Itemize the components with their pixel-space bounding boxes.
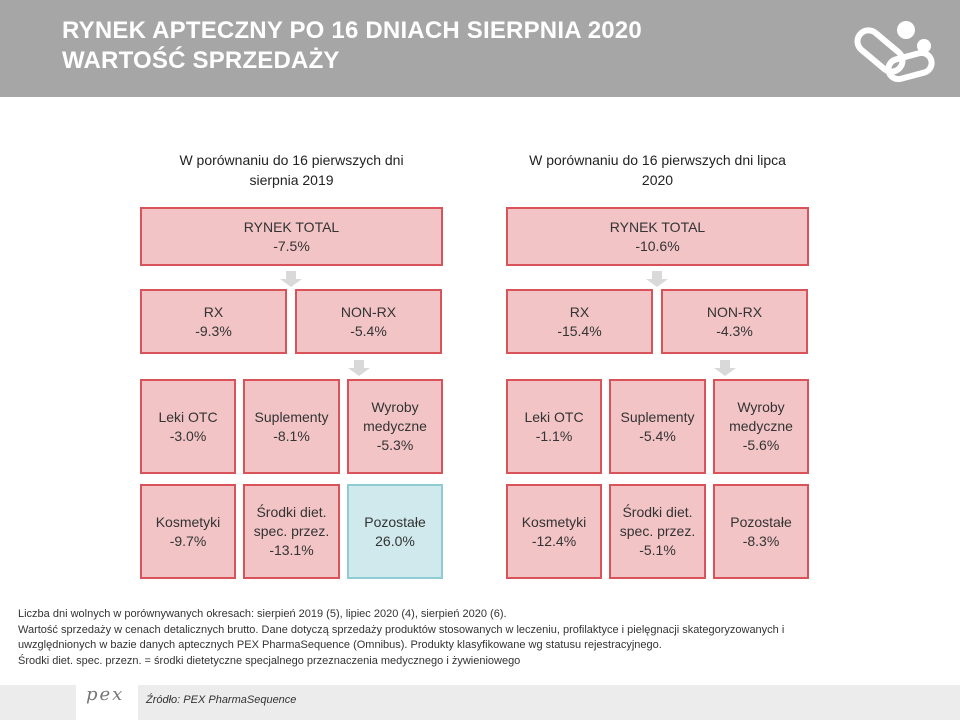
note-methodology-2: uwzględnionych w bazie danych aptecznych… [18, 639, 662, 651]
left-panel-title: W porównaniu do 16 pierwszych dni sierpn… [179, 152, 404, 188]
left-leki-otc-box: Leki OTC -3.0% [140, 379, 236, 474]
right-nonrx-box: NON-RX -4.3% [661, 289, 808, 354]
footer-logo-area [76, 685, 138, 720]
left-srodki-diet-box: Środki diet. spec. przez. -13.1% [243, 484, 340, 579]
left-suplementy-box: Suplementy -8.1% [243, 379, 340, 474]
right-srodki-diet-box: Środki diet. spec. przez. -5.1% [609, 484, 706, 579]
pex-logo: pex [86, 684, 125, 705]
note-abbreviation: Środki diet. spec. przezn. = środki diet… [18, 654, 521, 667]
note-methodology-1: Wartość sprzedaży w cenach detalicznych … [18, 623, 785, 636]
right-kosmetyki-box: Kosmetyki -12.4% [506, 484, 602, 579]
left-rx-box: RX -9.3% [140, 289, 287, 354]
right-panel-title: W porównaniu do 16 pierwszych dni lipca … [529, 152, 786, 188]
left-arrow-down-icon [280, 271, 302, 287]
left-pozostale-box: Pozostałe 26.0% [347, 484, 443, 579]
footnotes: Liczba dni wolnych w porównywanych okres… [18, 607, 938, 669]
left-arrow-down-icon-2 [348, 360, 370, 376]
right-wyroby-medyczne-box: Wyroby medyczne -5.6% [713, 379, 809, 474]
source-text: Źródło: PEX PharmaSequence [146, 694, 297, 706]
pills-logo-icon [854, 21, 935, 83]
title-line-1: RYNEK APTECZNY PO 16 DNIACH SIERPNIA 202… [62, 17, 642, 44]
right-rynek-total-box: RYNEK TOTAL -10.6% [506, 207, 809, 266]
page-title: RYNEK APTECZNY PO 16 DNIACH SIERPNIA 202… [62, 16, 642, 76]
right-suplementy-box: Suplementy -5.4% [609, 379, 706, 474]
right-arrow-down-icon [646, 271, 668, 287]
left-nonrx-box: NON-RX -5.4% [295, 289, 442, 354]
note-days-off: Liczba dni wolnych w porównywanych okres… [18, 608, 507, 620]
header-bar: RYNEK APTECZNY PO 16 DNIACH SIERPNIA 202… [0, 0, 960, 97]
right-pozostale-box: Pozostałe -8.3% [713, 484, 809, 579]
title-line-2: WARTOŚĆ SPRZEDAŻY [62, 47, 340, 74]
left-wyroby-medyczne-box: Wyroby medyczne -5.3% [347, 379, 443, 474]
right-rx-box: RX -15.4% [506, 289, 653, 354]
footer-bar [0, 685, 960, 720]
left-rynek-total-box: RYNEK TOTAL -7.5% [140, 207, 443, 266]
right-arrow-down-icon-2 [714, 360, 736, 376]
left-kosmetyki-box: Kosmetyki -9.7% [140, 484, 236, 579]
right-leki-otc-box: Leki OTC -1.1% [506, 379, 602, 474]
